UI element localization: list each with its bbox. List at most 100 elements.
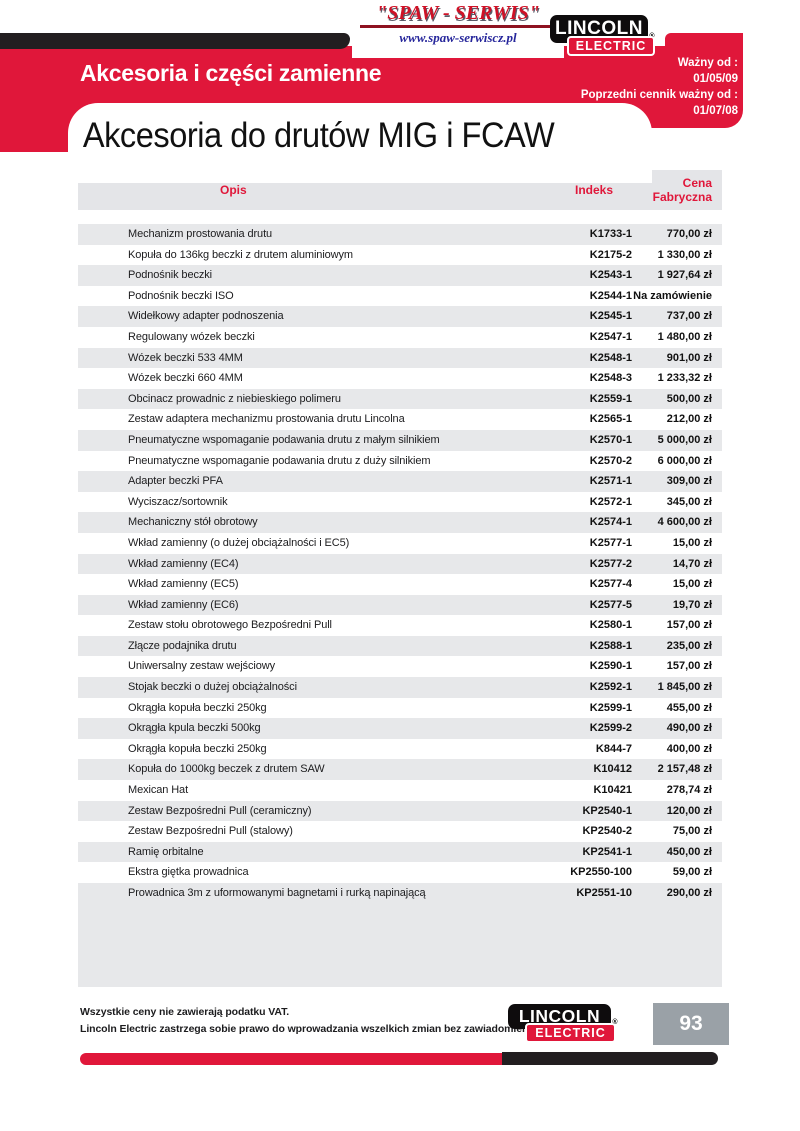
cell-price: 14,70 zł [672,557,712,570]
valid-from-date: 01/05/09 [693,73,738,85]
cell-description: Wkład zamienny (EC6) [128,598,239,611]
table-row: Wyciszacz/sortownik K2572-1 345,00 zł [78,491,722,513]
cell-description: Mechaniczny stół obrotowy [128,516,258,529]
cell-price: 278,74 zł [666,784,712,797]
cell-index: K2588-1 [589,639,632,652]
table-row: Mechanizm prostowania drutu K1733-1 770,00… [78,224,722,245]
section-title: Akcesoria i części zamienne [80,60,382,86]
table-row: Wózek beczki 660 4MM K2548-3 1 233,32 zł [78,368,722,389]
cell-index: K2574-1 [589,516,632,529]
price-table: Opis Indeks Cena Fabryczna Mechanizm pro… [78,170,722,987]
column-header-price: Cena Fabryczna [652,176,712,204]
cell-index: K2571-1 [589,475,632,488]
cell-price: 2 157,48 zł [657,763,712,776]
cell-description: Pneumatyczne wspomaganie podawania drutu… [128,454,431,467]
cell-index: K2577-4 [589,578,632,591]
cell-index: K2592-1 [589,681,632,694]
table-row: Obcinacz prowadnic z niebieskiego polime… [78,388,722,410]
footer-notes: Wszystkie ceny nie zawierają podatku VAT… [80,1004,540,1038]
table-row: Widełkowy adapter podnoszenia K2545-1 737,… [78,306,722,327]
cell-price: 212,00 zł [666,413,712,426]
cell-price: 235,00 zł [666,639,712,652]
cell-price: Na zamówienie [633,289,712,302]
table-row: Regulowany wózek beczki K2547-1 1 480,00 z… [78,326,722,348]
cell-price: 309,00 zł [666,475,712,488]
cell-price: 75,00 zł [672,825,712,838]
cell-index: K2570-2 [589,454,632,467]
table-header-spacer [78,210,722,224]
table-row: Prowadnica 3m z uformowanymi bagnetami i… [78,883,722,987]
cell-description: Regulowany wózek beczki [128,330,255,343]
table-row: Wózek beczki 533 4MM K2548-1 901,00 zł [78,347,722,369]
page-title-box: Akcesoria do drutów MIG i FCAW [68,103,652,183]
supplier-name: "SPAW - SERWIS" [376,2,540,24]
table-row: Złącze podajnika drutu K2588-1 235,00 zł [78,635,722,657]
cell-index: K2543-1 [589,269,632,282]
cell-index: K2577-1 [589,536,632,549]
cell-index: KP2540-1 [582,804,632,817]
electric-wordmark: ELECTRIC [567,36,655,56]
cell-price: 15,00 zł [672,536,712,549]
bottom-stripe-black [502,1052,718,1065]
cell-description: Złącze podajnika drutu [128,639,237,652]
cell-index: K2599-2 [589,722,632,735]
page-number-badge: 93 [653,1003,729,1045]
supplier-logo: "SPAW - SERWIS" www.spaw-serwiscz.pl [352,2,564,58]
table-row: Ramię orbitalne KP2541-1 450,00 zł [78,841,722,863]
table-row: Pneumatyczne wspomaganie podawania drutu… [78,450,722,472]
cell-price: 500,00 zł [666,392,712,405]
cell-index: K2565-1 [589,413,632,426]
cell-description: Wózek beczki 660 4MM [128,372,243,385]
cell-description: Stojak beczki o dużej obciążalności [128,681,297,694]
previous-pricelist-label: Poprzedni cennik ważny od : [580,89,738,101]
cell-price: 19,70 zł [672,598,712,611]
cell-description: Uniwersalny zestaw wejściowy [128,660,275,673]
top-black-bar [0,33,350,49]
cell-index: K2577-5 [589,598,632,611]
vat-note: Wszystkie ceny nie zawierają podatku VAT… [80,1006,290,1018]
cell-price: 5 000,00 zł [657,433,712,446]
cell-index: K1733-1 [589,228,632,240]
cell-description: Zestaw Bezpośredni Pull (stalowy) [128,825,293,838]
table-body: Mechanizm prostowania drutu K1733-1 770,00… [78,224,722,987]
cell-description: Mexican Hat [128,784,189,797]
cell-index: K2577-2 [589,557,632,570]
cell-description: Zestaw Bezpośredni Pull (ceramiczny) [128,804,312,817]
cell-price: 15,00 zł [672,578,712,591]
cell-index: KP2541-1 [582,845,632,858]
table-row: Mexican Hat K10421 278,74 zł [78,780,722,801]
cell-description: Wózek beczki 533 4MM [128,351,243,364]
cell-index: K2559-1 [589,392,632,405]
cell-price: 737,00 zł [666,310,712,323]
cell-index: K2544-1 [589,289,632,302]
cell-description: Prowadnica 3m z uformowanymi bagnetami i… [128,887,426,899]
cell-price: 450,00 zł [666,845,712,858]
cell-index: KP2551-10 [576,887,632,899]
registered-mark-icon: ® [612,1019,618,1026]
column-header-index: Indeks [574,183,613,197]
table-row: Kopuła do 136kg beczki z drutem aluminio… [78,244,722,266]
table-row: Zestaw adaptera mechanizmu prostowania d… [78,409,722,430]
table-row: Okrągła kopuła beczki 250kg K2599-1 455,00… [78,697,722,719]
disclaimer-note: Lincoln Electric zastrzega sobie prawo d… [80,1023,540,1035]
cell-index: KP2540-2 [582,825,632,838]
cell-description: Widełkowy adapter podnoszenia [128,310,284,323]
cell-price: 4 600,00 zł [657,516,712,529]
cell-index: KP2550-100 [570,866,632,879]
column-header-description: Opis [220,183,247,197]
cell-description: Kopuła do 136kg beczki z drutem aluminio… [128,248,353,261]
cell-index: K844-7 [595,742,632,755]
cell-description: Mechanizm prostowania drutu [128,228,273,240]
cell-description: Adapter beczki PFA [128,475,223,488]
cell-index: K2548-1 [589,351,632,364]
table-row: Kopuła do 1000kg beczek z drutem SAW K104… [78,759,722,781]
table-row: Okrągła kpula beczki 500kg K2599-2 490,00 … [78,718,722,739]
lincoln-electric-logo: LINCOLN ® ELECTRIC [550,15,655,56]
cell-price: 1 330,00 zł [657,248,712,261]
cell-description: Wkład zamienny (o dużej obciążalności i … [128,536,350,549]
cell-index: K10421 [593,784,632,797]
cell-price: 1 845,00 zł [657,681,712,694]
cell-description: Okrągła kpula beczki 500kg [128,722,261,735]
supplier-logo-rule [360,25,556,28]
